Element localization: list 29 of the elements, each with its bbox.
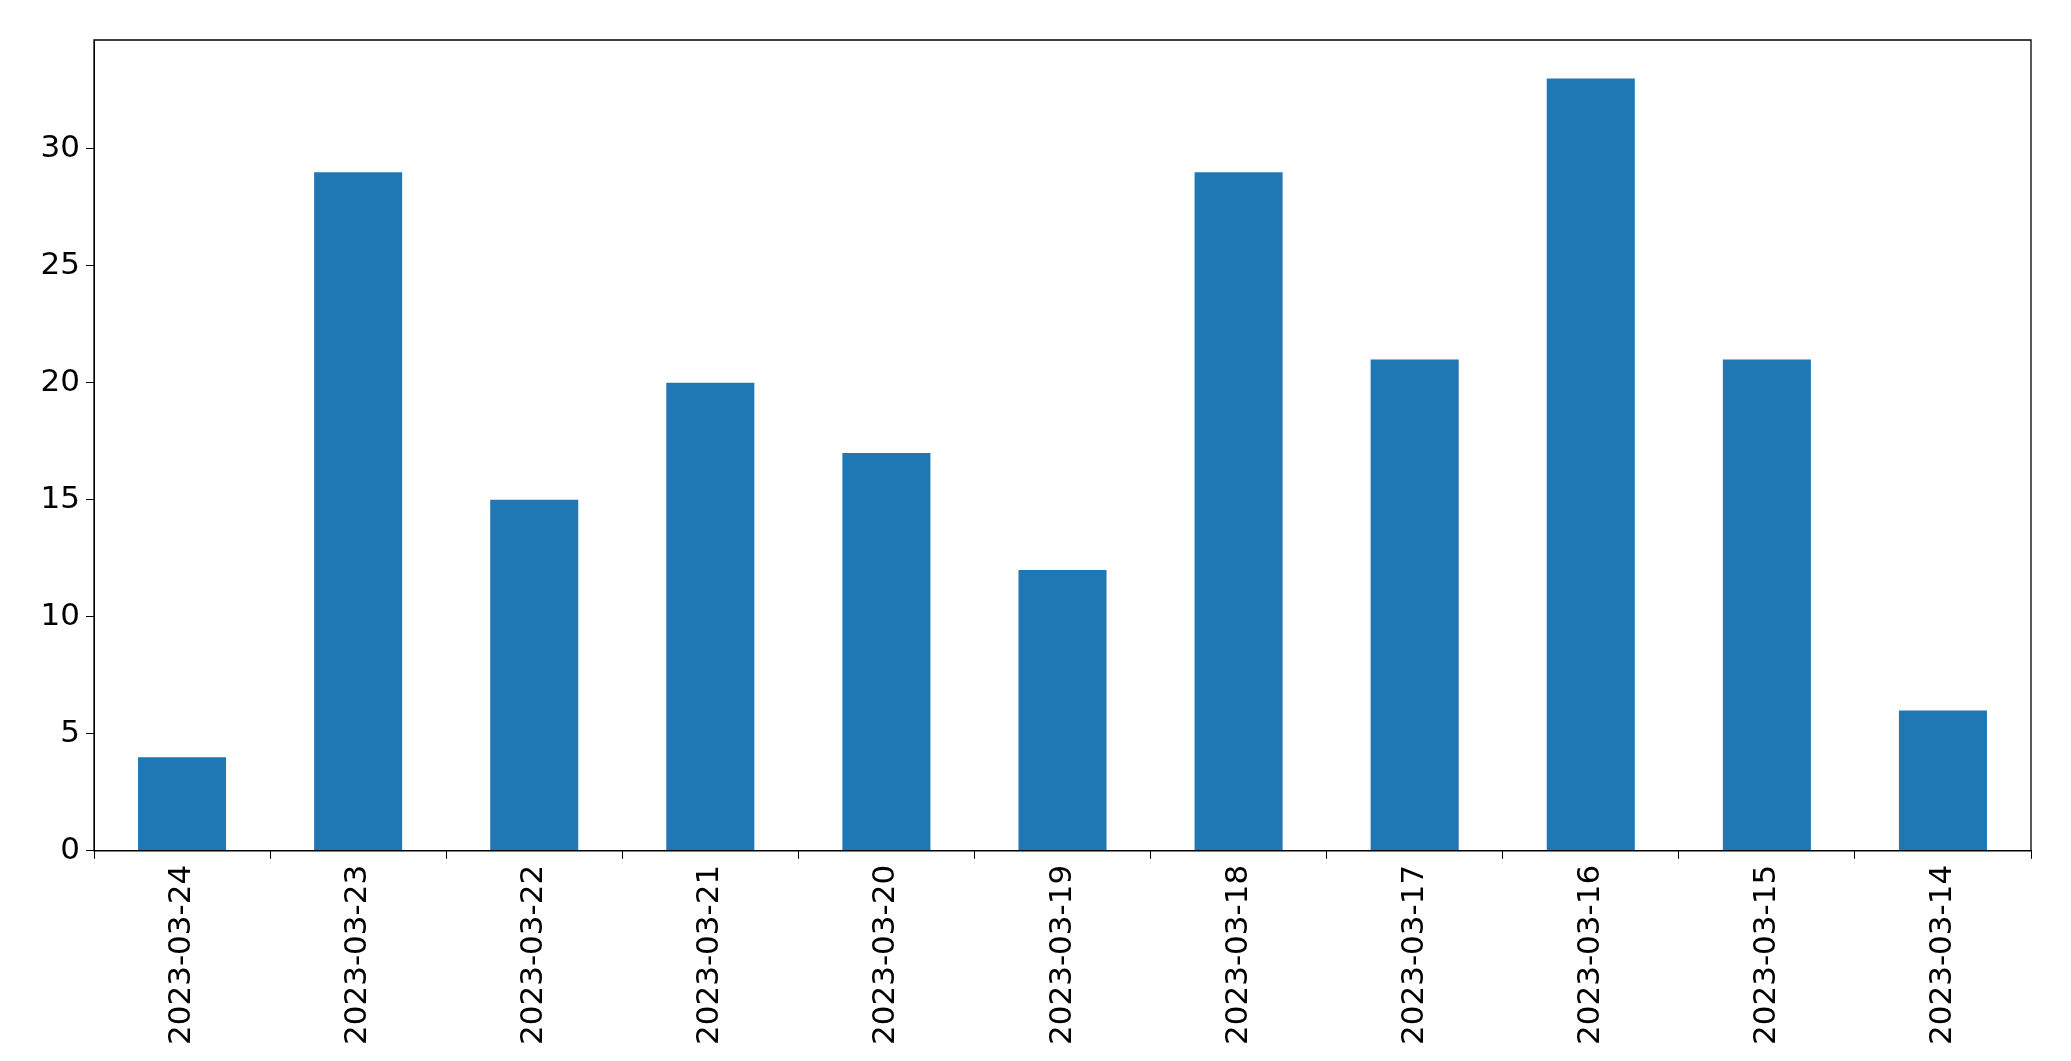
bar	[1018, 570, 1107, 851]
y-tick-label: 20	[40, 361, 80, 398]
x-tick-label: 2023-03-17	[1393, 864, 1430, 1046]
bar	[666, 382, 755, 851]
x-tick-label: 2023-03-19	[1041, 864, 1078, 1046]
x-tick-label: 2023-03-14	[1922, 864, 1958, 1046]
bar	[842, 453, 931, 851]
y-tick-label: 10	[40, 595, 80, 632]
bar	[314, 172, 403, 851]
y-tick-label: 15	[40, 478, 80, 515]
x-tick-label: 2023-03-15	[1745, 864, 1782, 1046]
bar	[1370, 359, 1459, 851]
y-tick-label: 5	[60, 712, 80, 749]
x-tick-label: 2023-03-23	[337, 864, 374, 1046]
y-tick-label: 0	[60, 829, 80, 866]
x-tick-label: 2023-03-22	[513, 864, 550, 1046]
bar	[138, 757, 227, 851]
x-tick-label: 2023-03-16	[1569, 864, 1606, 1046]
bar	[1546, 78, 1635, 851]
bar	[1194, 172, 1283, 851]
y-tick-label: 25	[40, 244, 80, 281]
bar	[1898, 710, 1987, 851]
x-tick-label: 2023-03-24	[161, 864, 198, 1046]
y-tick-label: 30	[40, 127, 80, 164]
bar	[490, 499, 579, 851]
x-tick-label: 2023-03-21	[689, 864, 726, 1046]
bar	[1722, 359, 1811, 851]
x-tick-label: 2023-03-18	[1217, 864, 1254, 1046]
x-tick-label: 2023-03-20	[865, 864, 902, 1046]
